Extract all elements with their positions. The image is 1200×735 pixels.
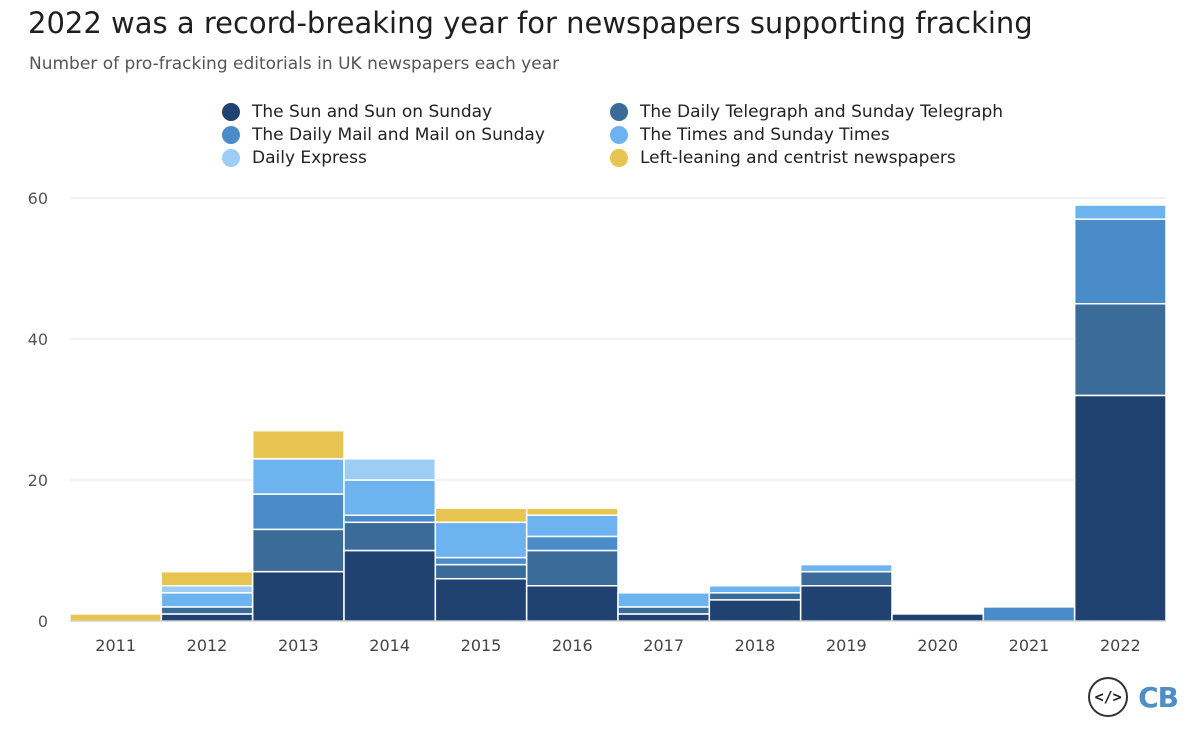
bar-segment: [343, 514, 437, 524]
bar-segment: [251, 493, 345, 531]
bar-segment: [708, 592, 802, 601]
y-tick-label: 0: [38, 612, 48, 631]
legend-item[interactable]: The Daily Telegraph and Sunday Telegraph: [610, 102, 1003, 122]
legend-label: The Times and Sunday Times: [640, 125, 890, 145]
y-tick-label: 20: [28, 471, 48, 490]
code-icon[interactable]: </>: [1088, 677, 1129, 717]
legend-label: Left-leaning and centrist newspapers: [640, 148, 956, 168]
bar-segment: [251, 429, 345, 460]
bar-segment: [617, 606, 711, 615]
legend-swatch: [222, 149, 240, 167]
bar-segment: [160, 613, 254, 622]
bar-segment: [1073, 204, 1167, 220]
bar-segment: [799, 563, 893, 573]
legend-swatch: [610, 103, 628, 121]
bar-segment: [343, 549, 437, 622]
legend-label: The Daily Mail and Mail on Sunday: [252, 125, 545, 145]
legend-swatch: [610, 149, 628, 167]
x-tick-label: 2012: [187, 636, 228, 655]
bar-segment: [251, 528, 345, 573]
x-tick-label: 2013: [278, 636, 319, 655]
legend-swatch: [222, 126, 240, 144]
x-tick-label: 2018: [735, 636, 776, 655]
bar-segment: [799, 585, 893, 622]
bar-segment: [160, 570, 254, 587]
legend-item[interactable]: The Daily Mail and Mail on Sunday: [222, 125, 545, 145]
x-tick-label: 2017: [643, 636, 684, 655]
legend-swatch: [222, 103, 240, 121]
carbon-brief-logo: CB: [1138, 680, 1179, 714]
bar-segment: [525, 514, 619, 538]
x-tick-label: 2021: [1009, 636, 1050, 655]
bar-segment: [251, 570, 345, 622]
bar-segment: [708, 585, 802, 594]
legend-item[interactable]: Daily Express: [222, 148, 367, 168]
chart-subtitle: Number of pro-fracking editorials in UK …: [29, 54, 560, 74]
legend-label: The Sun and Sun on Sunday: [252, 102, 493, 122]
bar-segment: [1073, 303, 1167, 397]
x-tick-label: 2015: [461, 636, 502, 655]
bar-segment: [69, 613, 163, 622]
bar-segment: [982, 606, 1076, 622]
bar-segment: [525, 507, 619, 517]
x-tick-label: 2011: [95, 636, 136, 655]
legend: The Sun and Sun on Sunday The Daily Teleg…: [222, 102, 1042, 182]
bar-segment: [343, 521, 437, 552]
bar-segment: [434, 577, 528, 622]
bar-segment: [434, 507, 528, 524]
chart-title: 2022 was a record-breaking year for news…: [28, 6, 1033, 40]
bar-segment: [525, 549, 619, 587]
x-tick-label: 2022: [1100, 636, 1141, 655]
bar-segment: [251, 458, 345, 495]
bar-segment: [708, 599, 802, 622]
bar-segment: [525, 535, 619, 552]
x-tick-label: 2014: [369, 636, 410, 655]
x-tick-label: 2016: [552, 636, 593, 655]
legend-item[interactable]: The Times and Sunday Times: [610, 125, 890, 145]
legend-item[interactable]: Left-leaning and centrist newspapers: [610, 148, 956, 168]
x-tick-label: 2019: [826, 636, 867, 655]
bar-segment: [799, 570, 893, 587]
bar-segment: [434, 563, 528, 580]
legend-label: The Daily Telegraph and Sunday Telegraph: [640, 102, 1004, 122]
x-tick-label: 2020: [917, 636, 958, 655]
bar-segment: [525, 585, 619, 622]
bar-segment: [617, 613, 711, 622]
bar-segment: [1073, 394, 1167, 622]
bar-segment: [434, 556, 528, 566]
bar-segment: [160, 585, 254, 594]
bar-segment: [434, 521, 528, 559]
bar-segment: [160, 606, 254, 615]
y-tick-label: 60: [28, 189, 48, 208]
bar-segment: [617, 592, 711, 608]
legend-label: Daily Express: [252, 148, 367, 168]
bar-segment: [1073, 218, 1167, 305]
bar-segment: [160, 592, 254, 608]
legend-swatch: [610, 126, 628, 144]
bar-segment: [343, 458, 437, 481]
footer-icons: </> CB: [1088, 677, 1179, 717]
legend-item[interactable]: The Sun and Sun on Sunday: [222, 102, 492, 122]
bar-segment: [343, 479, 437, 516]
bar-segment: [891, 613, 985, 622]
y-tick-label: 40: [28, 330, 48, 349]
